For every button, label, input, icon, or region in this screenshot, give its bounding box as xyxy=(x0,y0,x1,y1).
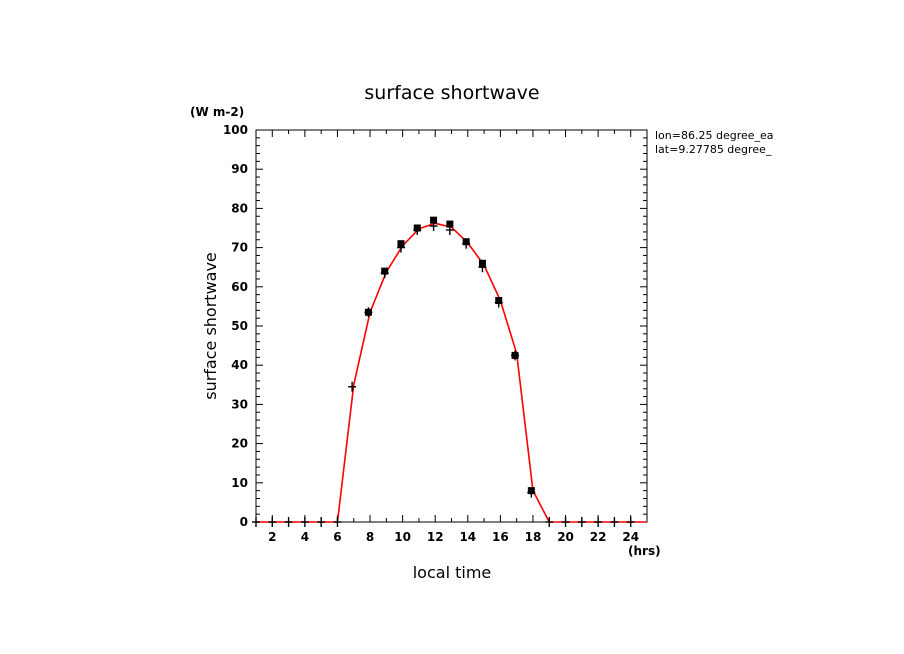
plus-marker xyxy=(577,517,586,527)
square-marker xyxy=(511,351,519,359)
square-marker xyxy=(430,216,438,224)
plus-marker xyxy=(333,517,342,527)
y-tick-label: 60 xyxy=(231,280,248,294)
y-tick-label: 100 xyxy=(223,123,248,137)
square-marker xyxy=(381,267,389,275)
annotation-lat: lat=9.27785 degree_ xyxy=(655,143,772,156)
plus-marker xyxy=(252,517,260,527)
y-tick-label: 90 xyxy=(231,162,248,176)
plot-frame xyxy=(255,129,648,523)
x-axis-title: local time xyxy=(413,563,492,582)
x-tick-label: 18 xyxy=(525,530,542,544)
plus-marker xyxy=(348,381,357,392)
plus-marker xyxy=(284,517,293,527)
annotation-lon: lon=86.25 degree_ea xyxy=(655,129,774,142)
plus-marker xyxy=(545,517,554,527)
axis-ticks: 2 4 6 8 10 12 14 16 18 20 22 2401020304050607080901… xyxy=(223,123,648,544)
x-tick-label: 16 xyxy=(492,530,509,544)
x-tick-label: 2 xyxy=(268,530,276,544)
plus-marker xyxy=(610,517,619,527)
x-tick-label: 8 xyxy=(366,530,374,544)
square-marker xyxy=(413,224,421,232)
plus-marker xyxy=(561,517,570,527)
square-marker xyxy=(478,259,486,267)
y-tick-label: 0 xyxy=(240,515,248,529)
y-tick-label: 30 xyxy=(231,397,248,411)
y-tick-label: 20 xyxy=(231,437,248,451)
fit-line-series xyxy=(256,222,647,523)
square-marker xyxy=(462,238,470,246)
x-unit-label: (hrs) xyxy=(628,544,661,558)
square-marker xyxy=(495,297,503,305)
square-marker xyxy=(364,308,372,316)
x-tick-label: 10 xyxy=(394,530,411,544)
chart-title: surface shortwave xyxy=(364,82,539,104)
x-tick-label: 4 xyxy=(301,530,309,544)
square-marker xyxy=(446,220,454,228)
plus-marker xyxy=(626,517,635,527)
x-tick-label: 22 xyxy=(590,530,607,544)
plus-marker xyxy=(268,517,277,527)
y-unit-label: (W m-2) xyxy=(190,105,244,119)
square-marker xyxy=(397,240,405,248)
plus-marker xyxy=(300,517,309,527)
y-axis-title: surface shortwave xyxy=(201,252,220,400)
x-tick-label: 20 xyxy=(557,530,574,544)
y-tick-label: 80 xyxy=(231,201,248,215)
y-tick-label: 40 xyxy=(231,358,248,372)
x-tick-label: 14 xyxy=(459,530,476,544)
y-tick-label: 10 xyxy=(231,476,248,490)
data-marks xyxy=(252,216,647,527)
y-tick-label: 50 xyxy=(231,319,248,333)
x-tick-label: 6 xyxy=(333,530,341,544)
square-marker xyxy=(527,487,535,495)
plus-marker xyxy=(317,517,326,527)
y-tick-label: 70 xyxy=(231,241,248,255)
x-tick-label: 24 xyxy=(622,530,639,544)
x-tick-label: 12 xyxy=(427,530,444,544)
plus-marker xyxy=(594,517,603,527)
